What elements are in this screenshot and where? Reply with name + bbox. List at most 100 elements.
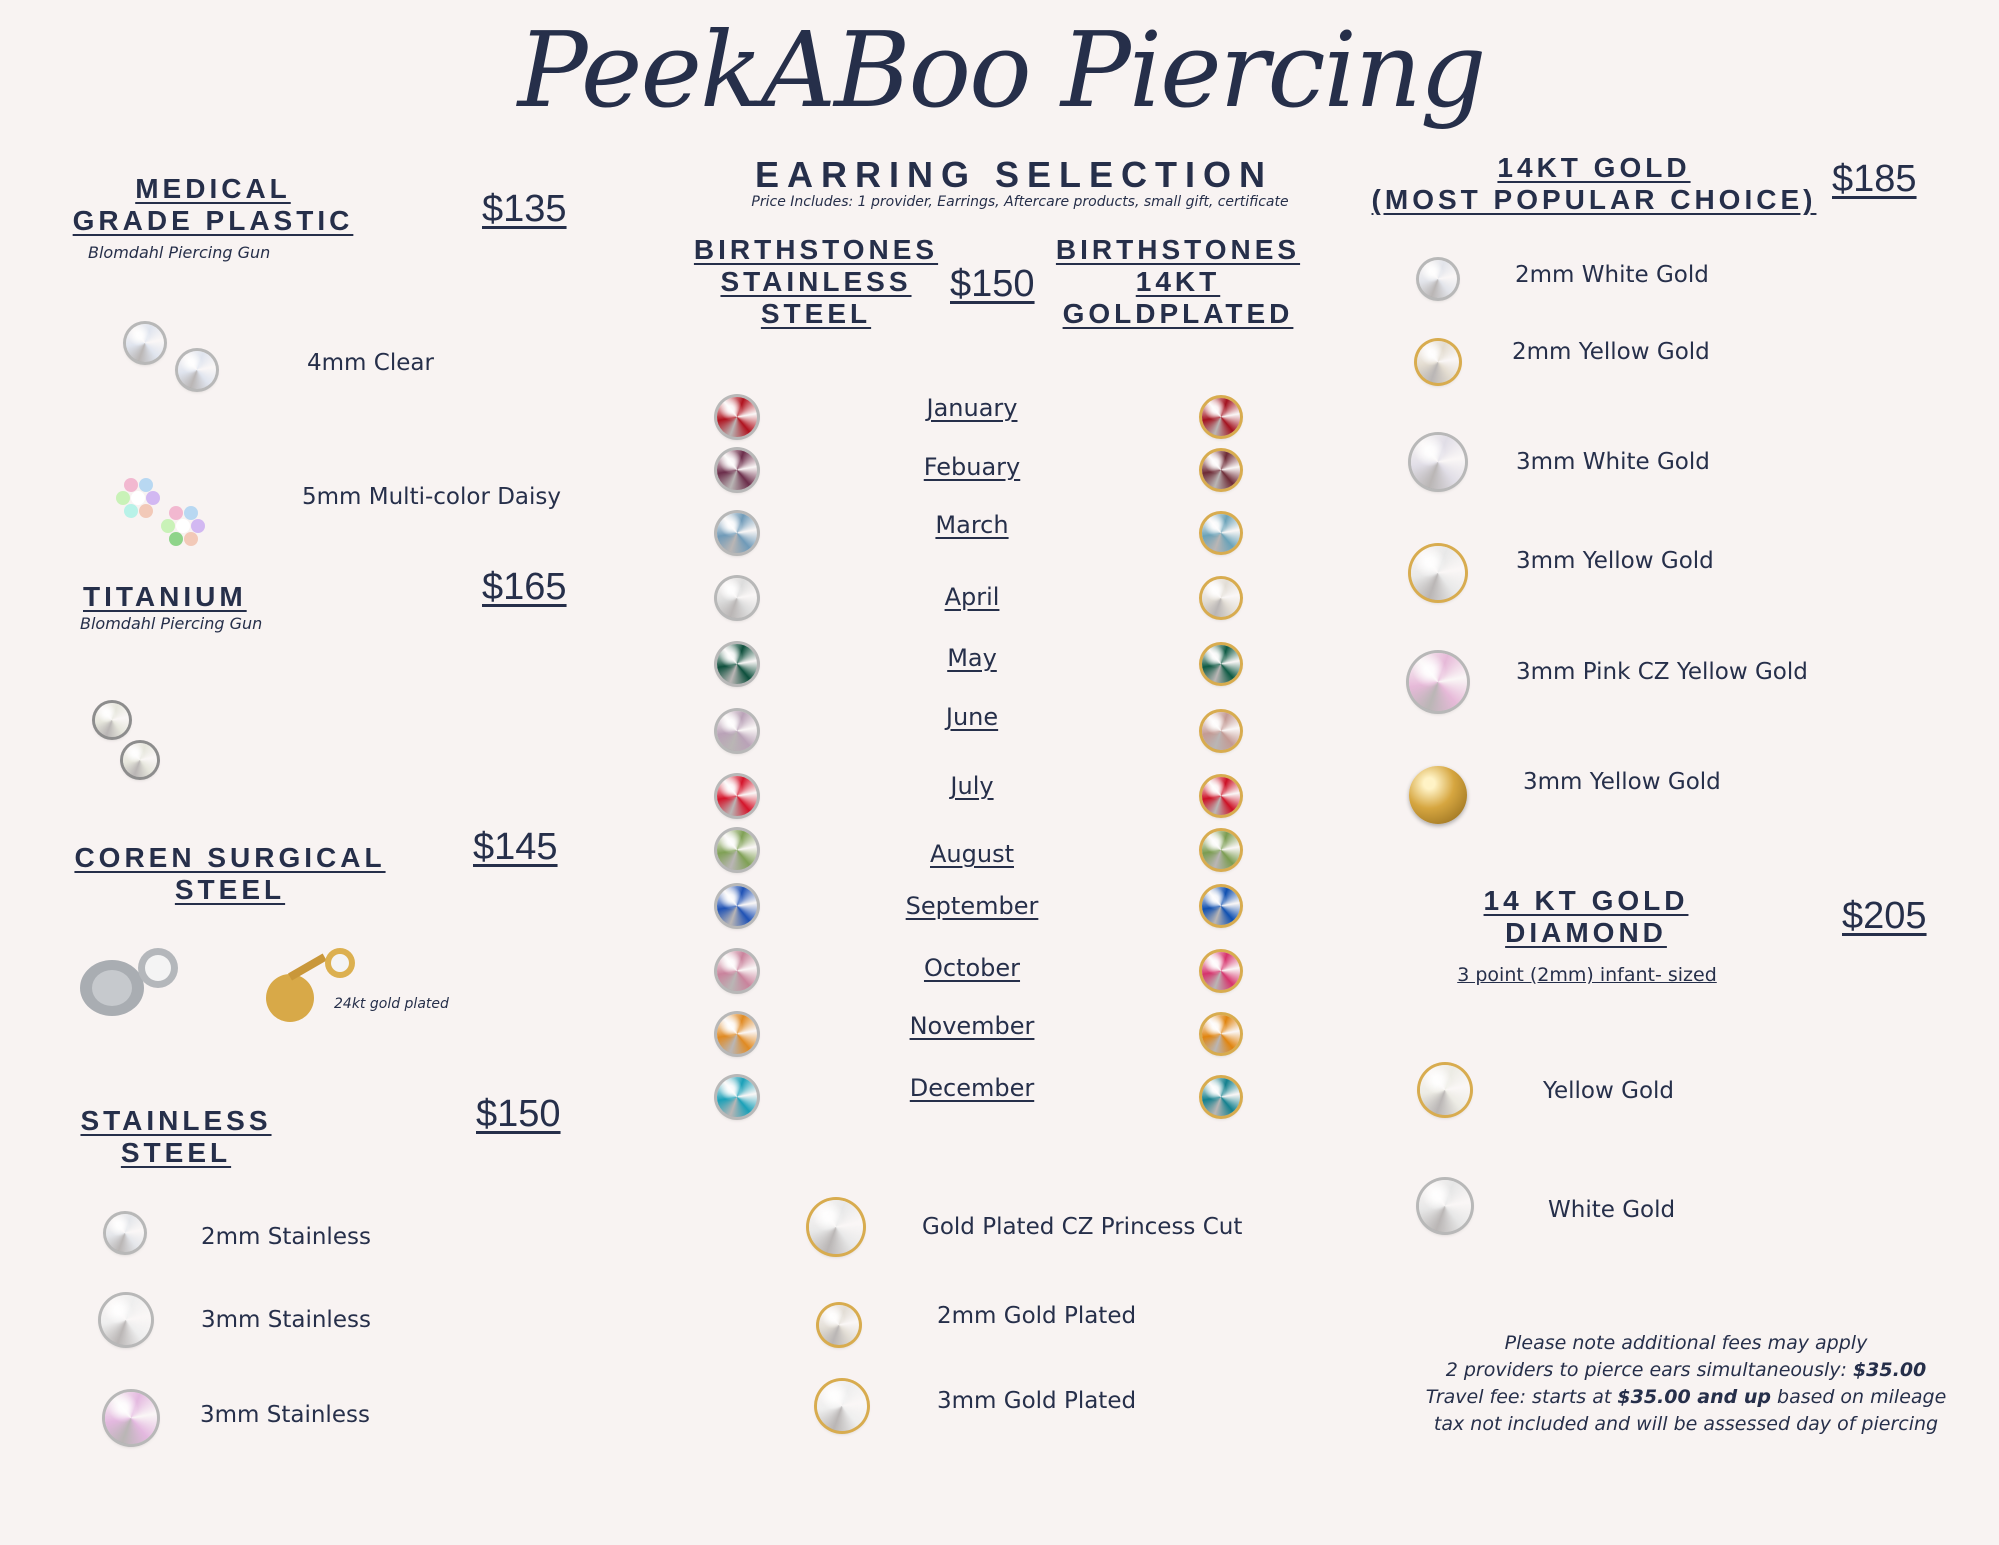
coren-steel-stud-image	[70, 943, 180, 1023]
gold-stud-image	[1419, 260, 1457, 298]
page-title: PeekABoo Piercing	[517, 9, 1487, 131]
coren-price: $145	[473, 826, 558, 868]
item-label: 2mm Yellow Gold	[1512, 339, 1710, 365]
princess-cut-image	[809, 1200, 863, 1254]
heading-line: 14KT GOLD	[1497, 152, 1691, 183]
heading-line: STAINLESS	[720, 266, 912, 297]
fees-line: 2 providers to pierce ears simultaneousl…	[1426, 1357, 1947, 1384]
fees-amount: $35.00 and up	[1617, 1386, 1771, 1408]
heading-line: STEEL	[174, 874, 286, 905]
birthstones-gold-heading: BIRTHSTONES 14KT GOLDPLATED	[1056, 234, 1300, 330]
fees-text: Travel fee: starts at	[1425, 1386, 1618, 1408]
fees-line: Please note additional fees may apply	[1504, 1332, 1868, 1354]
gold14-heading: 14KT GOLD (MOST POPULAR CHOICE)	[1372, 152, 1817, 216]
item-label: 3mm White Gold	[1516, 449, 1710, 475]
gold-birthstone-gem	[1202, 1015, 1240, 1053]
birthstones-steel-heading: BIRTHSTONES STAINLESS STEEL	[694, 234, 938, 330]
gold-birthstone-gem	[1202, 777, 1240, 815]
item-label: 3mm Yellow Gold	[1516, 548, 1714, 574]
heading-line: BIRTHSTONES	[693, 234, 939, 265]
steel-birthstone-gem	[717, 513, 757, 553]
heading-line: 14 KT GOLD	[1483, 885, 1689, 916]
gold-plated-3mm-image	[817, 1381, 867, 1431]
month-label: January	[926, 394, 1018, 422]
month-label: July	[950, 772, 994, 800]
item-label: 3mm Stainless	[200, 1402, 370, 1428]
heading-line: GRADE PLASTIC	[72, 205, 354, 236]
fees-line: tax not included and will be assessed da…	[1433, 1413, 1939, 1435]
item-label: 5mm Multi-color Daisy	[302, 484, 562, 510]
gold-birthstone-gem	[1202, 645, 1240, 683]
heading-line: (MOST POPULAR CHOICE)	[1371, 184, 1817, 215]
month-label: May	[947, 644, 997, 672]
fees-amount: $35.00	[1852, 1359, 1927, 1381]
month-label: December	[909, 1074, 1035, 1102]
month-label: March	[935, 511, 1009, 539]
earring-selection-heading: EARRING SELECTION	[754, 154, 1274, 195]
item-label: 2mm White Gold	[1515, 262, 1709, 288]
heading-line: DIAMOND	[1505, 917, 1667, 948]
gold-plated-note: 24kt gold plated	[334, 996, 449, 1012]
heading-line: BIRTHSTONES	[1055, 234, 1301, 265]
diamond-note: 3 point (2mm) infant- sized	[1457, 964, 1717, 986]
stainless-2mm-image	[106, 1214, 144, 1252]
coren-heading: COREN SURGICAL STEEL	[74, 842, 385, 906]
item-label: 3mm Gold Plated	[937, 1388, 1137, 1414]
gold-birthstone-gem	[1202, 712, 1240, 750]
daisy-stud-image	[96, 465, 206, 550]
month-label: June	[945, 703, 999, 731]
steel-birthstone-gem	[717, 951, 757, 991]
gold-birthstone-gem	[1202, 952, 1240, 990]
heading-line: STEEL	[760, 298, 872, 329]
coren-gold-stud-image	[255, 943, 360, 1033]
item-label: 2mm Gold Plated	[937, 1303, 1137, 1329]
item-label: 3mm Stainless	[201, 1307, 371, 1333]
clear-stud-image	[126, 324, 164, 362]
price-includes-note: Price Includes: 1 provider, Earrings, Af…	[751, 194, 1289, 210]
diamond-yellow-gold-image	[1420, 1065, 1470, 1115]
medical-price: $135	[482, 188, 567, 230]
birthstones-price: $150	[950, 263, 1035, 305]
heading-line: TITANIUM	[83, 581, 247, 612]
stainless-heading: STAINLESS STEEL	[80, 1105, 271, 1169]
titanium-stud-image	[123, 743, 157, 777]
gold-birthstone-gem	[1202, 451, 1240, 489]
diamond-price: $205	[1842, 895, 1927, 937]
gold-ball-stud-image	[1409, 766, 1467, 824]
item-label: Yellow Gold	[1543, 1078, 1675, 1104]
titanium-stud-image	[95, 703, 129, 737]
fees-text: based on mileage	[1771, 1386, 1947, 1408]
steel-birthstone-gem	[717, 1077, 757, 1117]
heading-line: STAINLESS	[80, 1105, 272, 1136]
month-label: April	[944, 583, 1000, 611]
stainless-pink-3mm-image	[105, 1392, 157, 1444]
gold-birthstone-gem	[1202, 831, 1240, 869]
medical-note: Blomdahl Piercing Gun	[88, 243, 271, 262]
steel-birthstone-gem	[717, 1014, 757, 1054]
titanium-heading: TITANIUM	[83, 581, 247, 613]
gold-birthstone-gem	[1202, 579, 1240, 617]
month-label: Febuary	[923, 453, 1021, 481]
diamond-heading: 14 KT GOLD DIAMOND	[1484, 885, 1689, 949]
item-label: 2mm Stainless	[201, 1224, 371, 1250]
medical-plastic-heading: MEDICAL GRADE PLASTIC	[73, 173, 354, 237]
steel-birthstone-gem	[717, 644, 757, 684]
heading-line: COREN SURGICAL	[74, 842, 386, 873]
gold-stud-image	[1411, 435, 1465, 489]
gold-birthstone-gem	[1202, 887, 1240, 925]
steel-birthstone-gem	[717, 450, 757, 490]
item-label: 4mm Clear	[307, 350, 434, 376]
heading-line: 14KT	[1135, 266, 1221, 297]
month-label: September	[905, 892, 1039, 920]
clear-stud-image	[178, 351, 216, 389]
gold-stud-image	[1417, 341, 1459, 383]
month-label: October	[923, 954, 1021, 982]
gold-stud-image	[1411, 546, 1465, 600]
gold-plated-2mm-image	[819, 1305, 859, 1345]
titanium-note: Blomdahl Piercing Gun	[80, 614, 263, 633]
fees-line: Travel fee: starts at $35.00 and up base…	[1426, 1384, 1947, 1411]
fees-text: 2 providers to pierce ears simultaneousl…	[1445, 1359, 1853, 1381]
stainless-3mm-image	[101, 1295, 151, 1345]
gold14-price: $185	[1832, 158, 1917, 200]
item-label: White Gold	[1548, 1197, 1676, 1223]
